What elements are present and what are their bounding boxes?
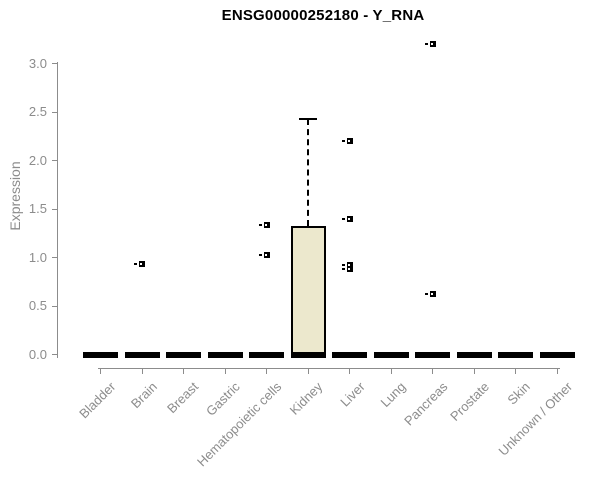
x-axis-tick xyxy=(390,368,392,374)
y-tick-label: 3.0 xyxy=(28,55,47,71)
x-axis-tick xyxy=(349,368,351,374)
x-axis-tick xyxy=(183,368,185,374)
outlier-point xyxy=(341,262,353,269)
whisker-line xyxy=(307,118,310,227)
x-axis-tick xyxy=(224,368,226,374)
median-bar xyxy=(249,351,285,358)
x-axis-tick xyxy=(141,368,143,374)
x-axis-label: Breast xyxy=(164,379,202,417)
outlier-point xyxy=(341,215,353,222)
median-bar xyxy=(290,351,326,358)
y-axis-tick xyxy=(51,63,58,64)
y-tick-label: 0.5 xyxy=(28,298,47,313)
outlier-point xyxy=(341,138,353,145)
x-axis-label: Unknown / Other xyxy=(495,379,575,459)
x-axis-label: Pancreas xyxy=(400,379,451,429)
x-axis-label: Brain xyxy=(127,379,160,412)
y-tick-label: 2.0 xyxy=(28,152,47,168)
y-tick-label: 1.0 xyxy=(28,249,47,265)
outlier-point xyxy=(258,251,270,258)
median-bar xyxy=(83,351,119,358)
x-axis-label: Bladder xyxy=(76,379,119,422)
y-tick-label: 0.0 xyxy=(28,346,47,362)
y-axis-tick xyxy=(51,257,58,258)
y-axis-tick xyxy=(51,208,58,210)
x-axis-label: Gastric xyxy=(203,379,243,419)
median-bar xyxy=(207,351,243,358)
median-bar xyxy=(415,351,451,358)
outlier-point xyxy=(341,266,353,273)
outlier-point xyxy=(424,41,436,48)
x-axis-label: Kidney xyxy=(287,379,326,418)
x-axis-tick xyxy=(266,368,268,374)
x-axis-tick xyxy=(556,368,558,374)
y-axis-tick xyxy=(51,305,58,307)
median-bar xyxy=(124,351,160,358)
y-axis-line xyxy=(57,62,58,358)
y-axis-tick xyxy=(51,354,58,355)
x-axis-tick xyxy=(432,368,434,374)
median-bar xyxy=(166,351,202,358)
x-axis-tick xyxy=(307,368,309,374)
median-bar xyxy=(498,351,534,358)
outlier-point xyxy=(424,291,436,298)
x-axis-label: Skin xyxy=(504,379,534,408)
box xyxy=(290,226,326,358)
chart-title: ENSG00000252180 - Y_RNA xyxy=(221,7,425,24)
outlier-point xyxy=(134,261,146,268)
x-axis-line xyxy=(98,368,560,369)
median-bar xyxy=(332,351,368,358)
x-axis-label: Lung xyxy=(377,379,409,411)
x-axis-tick xyxy=(100,368,102,374)
median-bar xyxy=(539,351,575,358)
x-axis-label: Prostate xyxy=(446,379,492,424)
x-axis-label: Liver xyxy=(336,379,368,410)
x-axis-tick xyxy=(473,368,475,374)
median-bar xyxy=(456,351,492,358)
y-axis-tick xyxy=(51,160,58,161)
y-axis-tick xyxy=(51,111,58,113)
whisker-cap xyxy=(299,117,318,120)
y-tick-label: 1.5 xyxy=(28,201,47,216)
y-tick-label: 2.5 xyxy=(28,104,47,119)
outlier-point xyxy=(258,221,270,228)
x-axis-tick xyxy=(515,368,517,374)
median-bar xyxy=(373,351,409,358)
